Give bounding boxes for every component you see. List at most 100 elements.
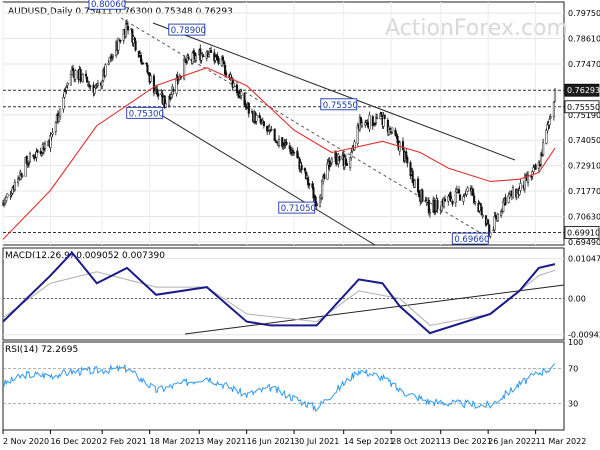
rsi-title: RSI(14) 72.2695 <box>5 345 78 355</box>
price-tag-box <box>564 226 600 239</box>
price-tag-box <box>564 83 600 97</box>
candle-body <box>326 162 329 180</box>
candle-body <box>111 54 115 57</box>
candle-body <box>86 76 89 83</box>
candle-body <box>164 103 167 108</box>
candle-body <box>382 115 385 127</box>
candle-body <box>21 175 24 177</box>
price-annotation-box <box>88 0 126 10</box>
price-annotation-box <box>320 98 358 111</box>
candle-body <box>277 139 281 146</box>
price-annotation-box <box>126 106 164 119</box>
candle-body <box>74 70 77 80</box>
price-levels <box>3 89 564 234</box>
price-annotation-label: 0.80060 <box>91 0 126 10</box>
candle-body <box>125 22 129 25</box>
candle-body <box>494 214 497 218</box>
candle-body <box>81 74 84 83</box>
candle-body <box>119 40 122 42</box>
price-annotation-box <box>451 232 489 245</box>
price-tag-label: 0.76293 <box>567 86 600 95</box>
candle-body <box>548 119 551 126</box>
candle-body <box>40 153 43 156</box>
candle-body <box>153 90 157 94</box>
candle-body <box>376 117 379 120</box>
candle-body <box>39 150 42 154</box>
candle-body <box>127 26 130 31</box>
candle-body <box>321 180 324 198</box>
candle-body <box>308 183 311 186</box>
candle-body <box>542 142 545 156</box>
candle-body <box>94 85 97 89</box>
candle-body <box>296 150 299 158</box>
candle-body <box>28 153 32 163</box>
candle-body <box>36 149 39 153</box>
candle-body <box>51 132 54 135</box>
candle-body <box>89 85 92 87</box>
candle-body <box>394 129 397 136</box>
candle-body <box>457 189 461 194</box>
candle-body <box>26 164 29 166</box>
candle-body <box>210 50 213 53</box>
candle-body <box>194 55 198 61</box>
candle-body <box>69 74 72 86</box>
x-tick-label: 16 Dec 2020 <box>50 437 101 446</box>
candle-body <box>65 87 68 91</box>
candle-body <box>511 187 515 199</box>
candle-body <box>152 75 155 93</box>
candle-body <box>465 189 468 195</box>
x-tick-label: 11 Mar 2022 <box>536 437 587 446</box>
candle-body <box>504 196 507 205</box>
x-tick-label: 2 Feb 2021 <box>102 437 147 446</box>
candle-body <box>418 190 421 198</box>
candle-body <box>88 84 91 86</box>
candle-body <box>406 157 409 164</box>
candle-body <box>553 89 557 102</box>
rsi-axis: 100 70 30 <box>568 338 583 409</box>
rsi-tick-label: 30 <box>568 400 578 409</box>
candle-body <box>323 174 326 179</box>
price-annotation-box <box>168 23 206 36</box>
candle-body <box>172 88 175 92</box>
price-tick-label: 0.77470 <box>568 60 600 69</box>
candle-body <box>380 112 383 117</box>
candle-body <box>214 56 217 61</box>
price-tick-label: 0.69490 <box>568 238 600 247</box>
candle-body <box>421 190 424 202</box>
candle-body <box>66 82 69 86</box>
candle-body <box>72 67 75 72</box>
candle-body <box>345 163 348 166</box>
candle-body <box>262 121 265 126</box>
downtrend-upper-line <box>152 22 516 161</box>
candle-body <box>356 125 359 144</box>
price-trendlines <box>120 17 516 246</box>
rsi-tick-label: 100 <box>568 338 583 347</box>
candle-body <box>93 87 96 94</box>
candle-body <box>487 219 490 225</box>
rsi-pane-frame <box>2 341 565 431</box>
candle-body <box>6 193 9 198</box>
candle-body <box>427 200 430 213</box>
candle-body <box>443 198 447 202</box>
candle-body <box>133 38 136 41</box>
candle-body <box>433 199 436 213</box>
candle-body <box>366 121 369 126</box>
x-tick-label: 28 Oct 2021 <box>391 437 440 446</box>
price-tick-label: 0.78610 <box>568 35 600 44</box>
macd-pane: MACD(12,26,9) 0.009052 0.007390 0.010472… <box>2 247 600 341</box>
candle-body <box>480 206 483 216</box>
candle-body <box>391 127 394 133</box>
candle-body <box>49 134 52 148</box>
candle-body <box>224 64 227 75</box>
candle-body <box>374 117 378 124</box>
candle-body <box>496 213 499 222</box>
candle-body <box>311 183 314 188</box>
price-annotations: 0.80060 0.78900 0.75300 0.75550 0.71050 0.696… <box>88 0 489 245</box>
x-tick-label: 18 Mar 2021 <box>150 437 201 446</box>
price-annotation-label: 0.78900 <box>171 26 206 36</box>
candle-body <box>297 156 300 159</box>
candle-body <box>330 158 333 164</box>
candle-body <box>117 37 120 51</box>
candle-body <box>232 82 235 88</box>
macd-axis: 0.010472 0.00 -0.009426 <box>568 254 600 339</box>
